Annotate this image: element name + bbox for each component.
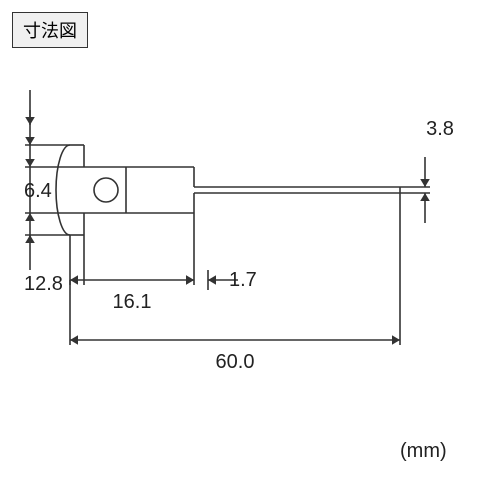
svg-text:3.8: 3.8: [426, 118, 454, 140]
svg-text:60.0: 60.0: [216, 351, 255, 373]
dimension-drawing: 3.8 6.4 12.8 16.1 1.7 60.0: [0, 0, 500, 500]
svg-text:1.7: 1.7: [229, 269, 257, 291]
svg-text:12.8: 12.8: [24, 273, 63, 295]
svg-text:6.4: 6.4: [24, 180, 52, 202]
unit-label: (mm): [400, 440, 447, 463]
svg-text:16.1: 16.1: [113, 291, 152, 313]
